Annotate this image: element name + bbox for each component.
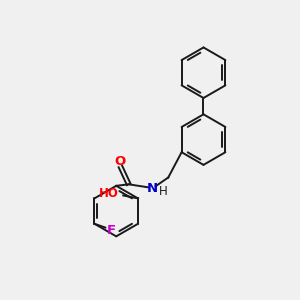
Text: HO: HO (99, 187, 119, 200)
Text: O: O (115, 154, 126, 168)
Text: F: F (107, 224, 116, 237)
Text: H: H (158, 185, 167, 198)
Text: N: N (146, 182, 158, 195)
